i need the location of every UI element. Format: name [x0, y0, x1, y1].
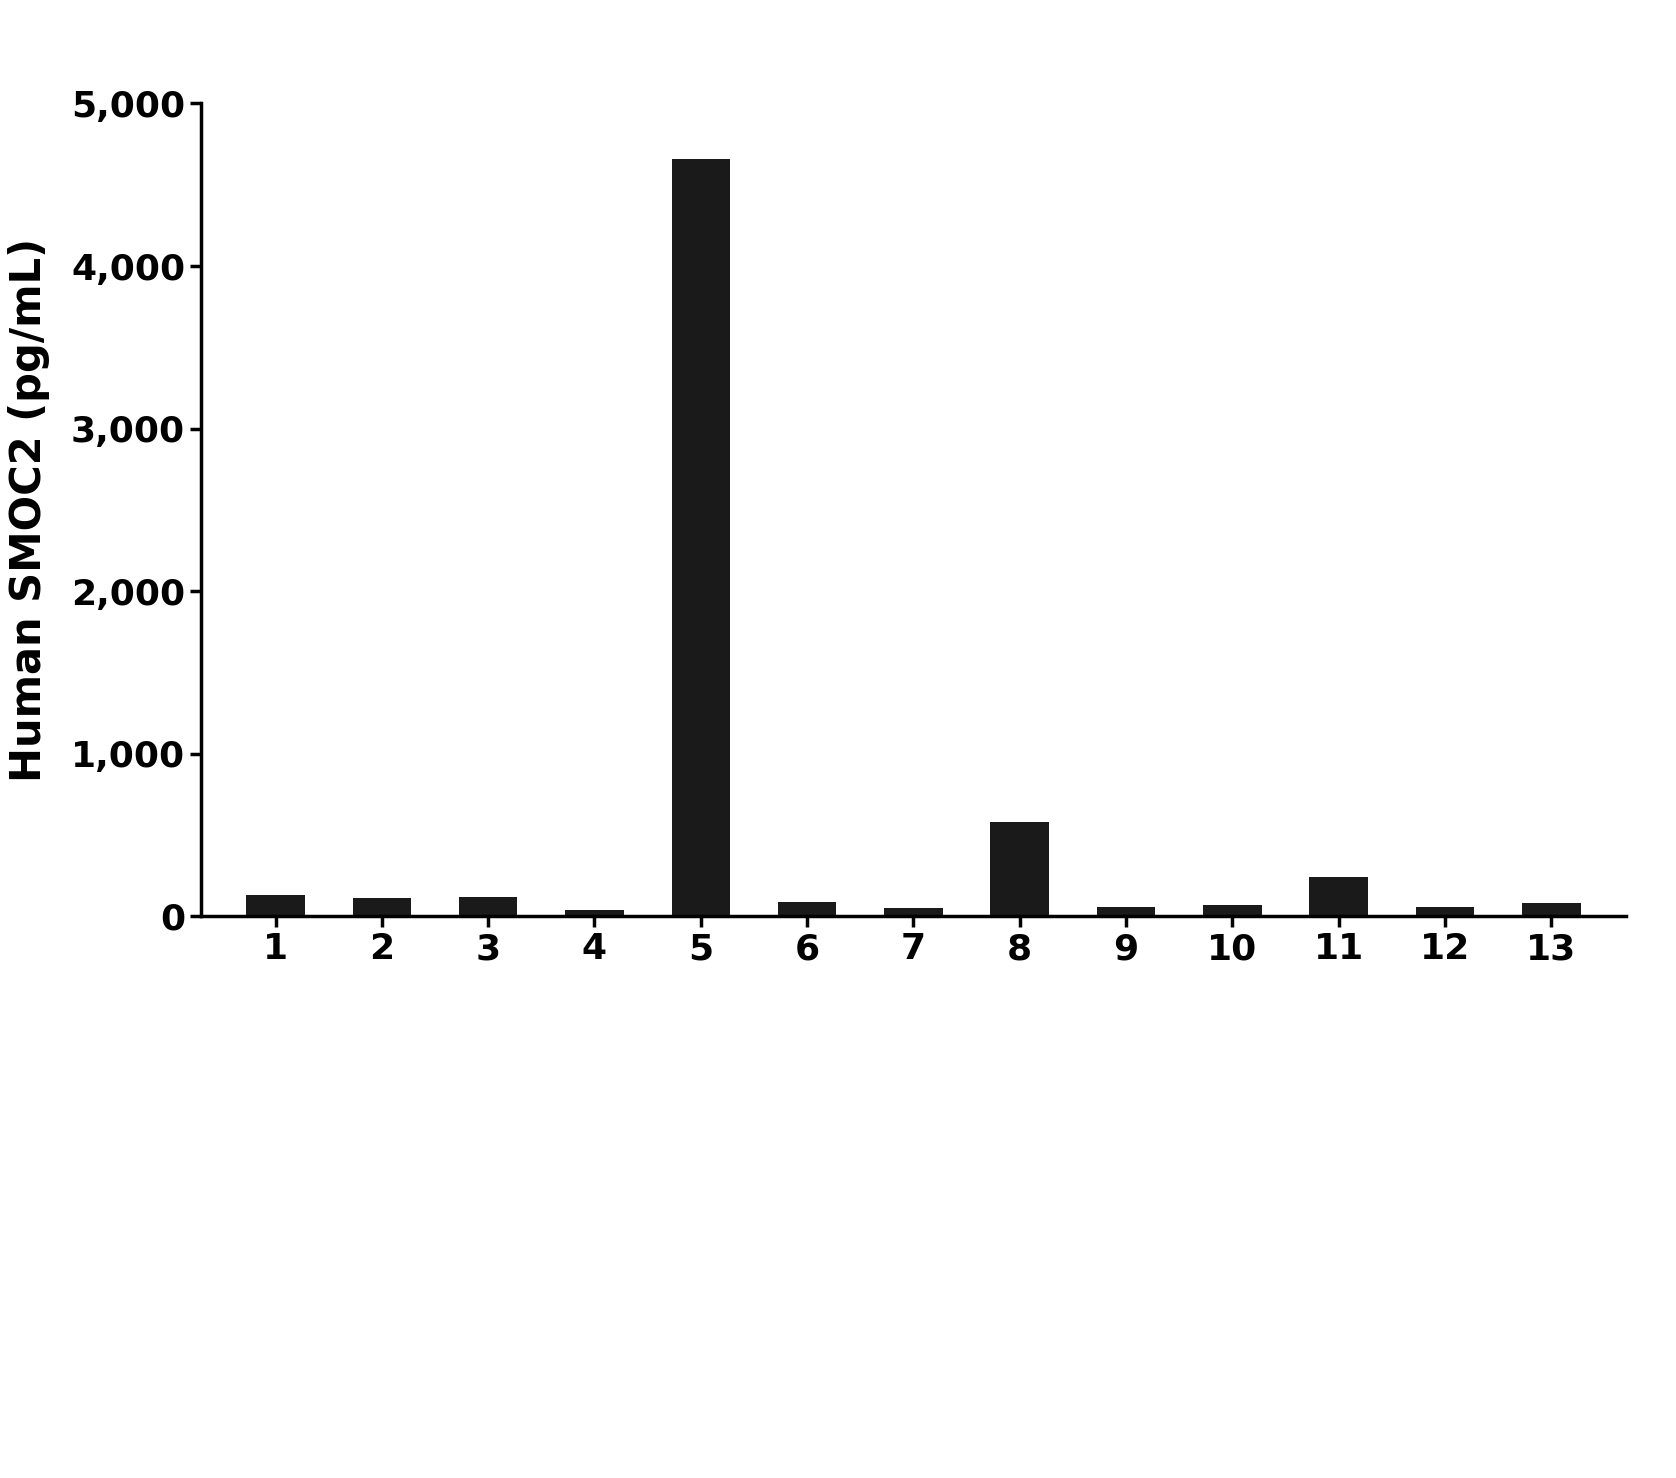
Bar [991, 822, 1049, 916]
Bar [885, 907, 942, 916]
Bar [565, 910, 623, 916]
Y-axis label: Human SMOC2 (pg/mL): Human SMOC2 (pg/mL) [8, 238, 50, 782]
Bar [352, 899, 411, 916]
Bar [1522, 903, 1580, 916]
Bar [246, 896, 305, 916]
Bar [459, 897, 518, 916]
Bar [1416, 907, 1475, 916]
Bar [778, 902, 836, 916]
Bar [1203, 905, 1262, 916]
Bar [672, 160, 731, 916]
Bar [1096, 907, 1155, 916]
Bar [1309, 878, 1368, 916]
